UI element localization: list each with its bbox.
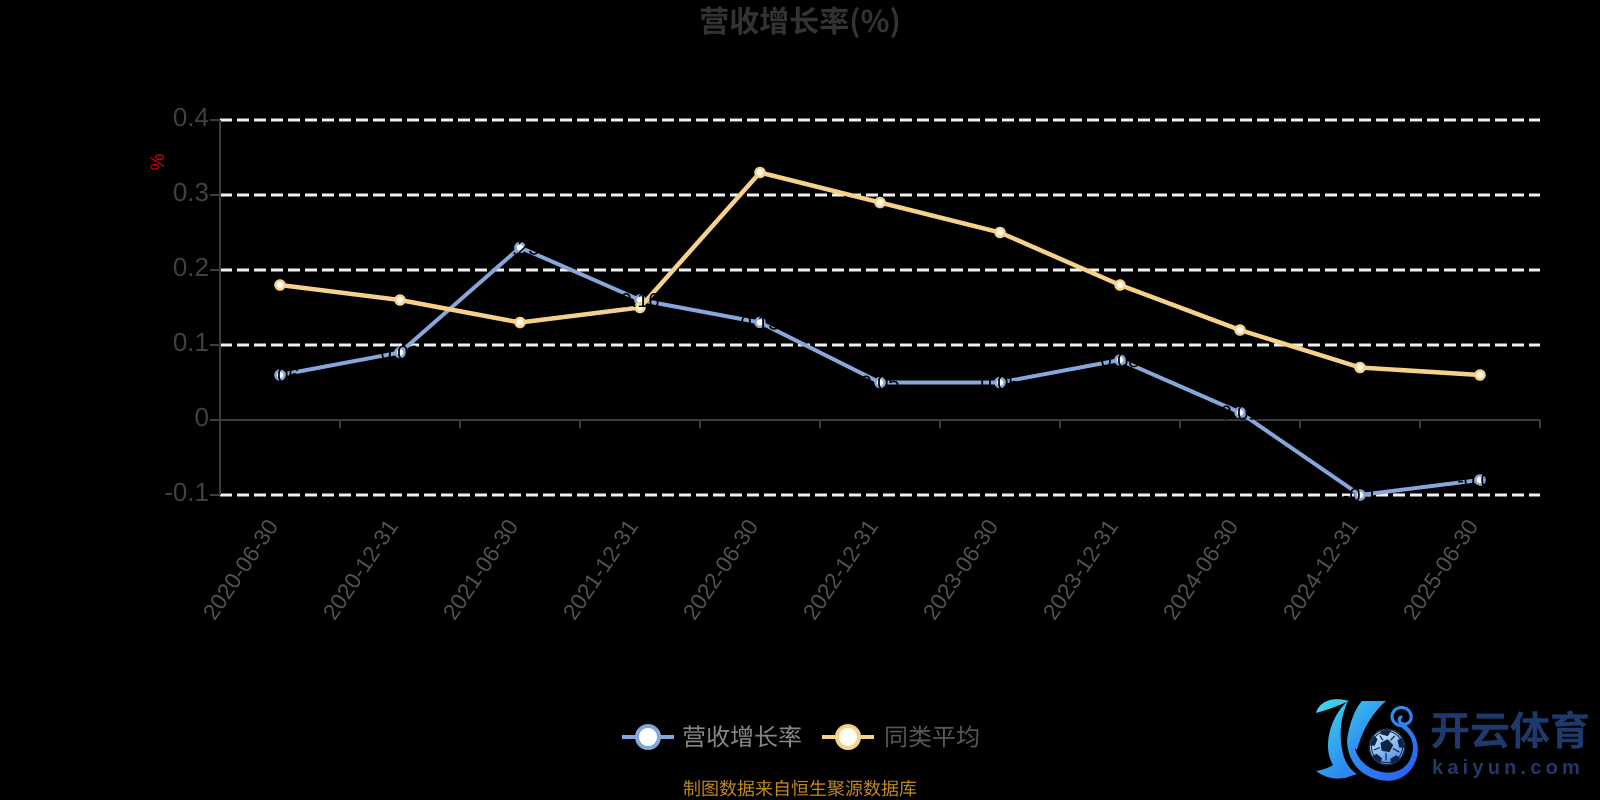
svg-text:0.2: 0.2 bbox=[173, 252, 209, 282]
svg-text:0.4: 0.4 bbox=[173, 102, 209, 132]
svg-text:%: % bbox=[148, 153, 169, 170]
svg-text:0.1: 0.1 bbox=[173, 327, 209, 357]
svg-text:0: 0 bbox=[195, 402, 209, 432]
svg-text:0.3: 0.3 bbox=[173, 177, 209, 207]
svg-text:-0.1: -0.1 bbox=[164, 477, 209, 507]
svg-text:kaiyun.com: kaiyun.com bbox=[1432, 757, 1584, 779]
